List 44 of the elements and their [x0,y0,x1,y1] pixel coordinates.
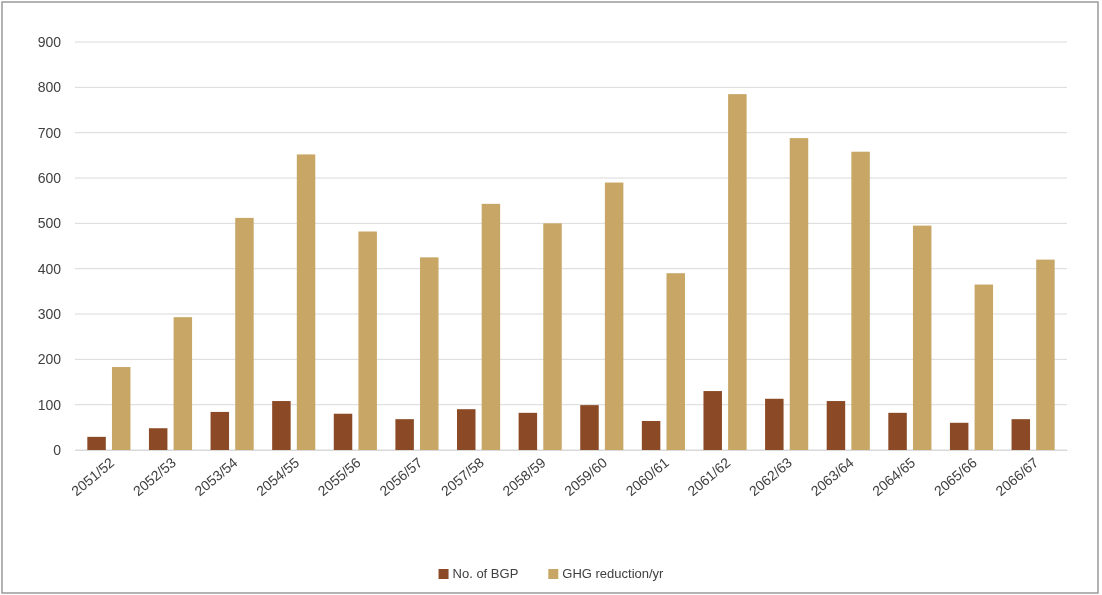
bar [395,419,414,450]
y-tick-label: 500 [37,215,62,232]
y-tick-label: 700 [37,124,62,141]
bar [604,182,624,450]
bar [826,401,846,450]
bar [974,284,994,450]
bar [1011,419,1031,450]
y-tick-label: 400 [37,260,62,277]
legend-label: GHG reduction/yr [562,566,665,581]
bar [789,138,809,450]
bar [580,405,599,450]
bar [666,273,685,450]
bar [703,391,722,450]
bar [518,412,538,450]
bar [888,412,907,450]
bar [420,257,439,450]
bar [148,428,168,450]
bar [333,413,353,450]
bar [949,422,969,450]
bar [543,223,562,450]
bar [111,367,131,450]
bar [358,231,377,450]
bar [851,151,870,450]
bar [728,94,747,450]
bar [173,317,193,450]
y-tick-label: 0 [53,441,62,458]
y-tick-label: 300 [37,305,62,322]
bar [912,225,932,450]
y-tick-label: 800 [37,79,62,96]
bar [481,203,501,450]
bar [1036,259,1055,450]
bar [235,217,254,450]
bar [765,398,784,450]
bar [457,409,476,450]
bar [87,436,106,450]
legend-label: No. of BGP [452,566,519,581]
bar [641,420,661,450]
y-tick-label: 600 [37,169,62,186]
bar [210,411,230,450]
y-tick-label: 100 [37,396,62,413]
bar [272,401,291,450]
bar [296,154,316,450]
y-tick-label: 200 [37,351,62,368]
y-tick-label: 900 [37,33,62,50]
